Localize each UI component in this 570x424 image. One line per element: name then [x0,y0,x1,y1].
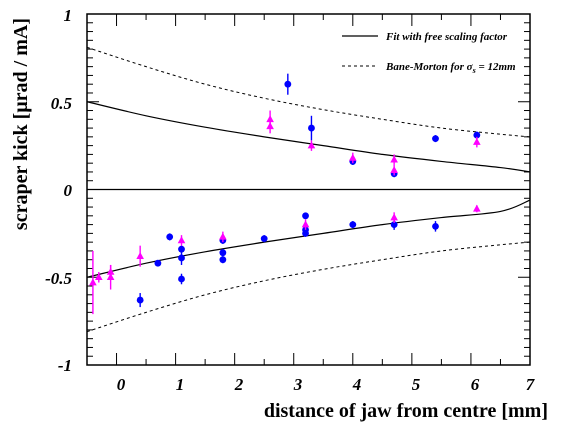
point-marker [136,296,144,304]
data-point-circle [302,229,309,237]
point-marker [473,204,481,212]
point-marker [473,137,481,145]
data-point-triangle [390,212,398,223]
point-marker [390,213,398,221]
x-tick-label-7: 7 [526,375,536,394]
legend-bane-label: Bane-Morton for σs = 12mm [385,61,516,75]
fit-curve-1 [86,199,531,278]
point-marker [349,153,357,161]
data-point-triangle [301,219,310,230]
x-tick-label-2: 2 [234,375,244,394]
point-marker [106,273,115,281]
point-marker [301,220,310,228]
point-marker [266,115,274,123]
data-point-circle [178,250,185,265]
x-axis-title: distance of jaw from centre [mm] [264,400,548,422]
point-marker [284,80,292,88]
point-marker [89,278,97,286]
point-marker [432,135,439,143]
data-point-triangle [390,154,398,165]
x-tick-label-5: 5 [412,375,421,394]
point-marker [307,141,316,149]
y-tick-label-0.5: 0.5 [51,94,73,113]
point-marker [390,155,398,163]
data-point-triangle [95,271,103,283]
fit-curve-0 [86,101,531,173]
data-point-circle [308,115,315,141]
point-marker [260,235,268,243]
point-marker [178,275,185,283]
data-point-circle [432,221,439,232]
data-point-circle [260,235,268,243]
x-tick-label-4: 4 [352,375,362,394]
point-marker [266,122,274,130]
point-marker [432,222,439,230]
bane-morton-curve-2 [86,46,531,138]
x-tick-label-0: 0 [117,375,126,394]
data-point-triangle [177,235,186,246]
point-marker [178,254,185,262]
point-marker [302,212,309,220]
x-tick-label-3: 3 [293,375,303,394]
point-marker [302,229,309,237]
point-marker [178,245,185,253]
point-marker [166,233,174,241]
point-marker [95,273,103,281]
point-marker [136,251,144,259]
point-marker [177,236,186,244]
data-point-triangle [473,204,481,213]
data-point-circle [219,256,227,264]
data-point-triangle [307,140,316,151]
legend: Fit with free scaling factor Bane-Morton… [342,31,516,75]
y-tick-label-1: 1 [64,6,73,25]
point-marker [308,124,315,132]
data-point-circle [136,293,144,308]
legend-bane-sub: s [472,66,476,75]
point-marker [390,165,398,173]
data-point-circle [219,249,227,257]
axis-ticks [87,13,531,366]
data-point-circle [349,221,357,229]
data-point-circle [284,73,292,95]
data-point-circle [432,135,439,143]
point-marker [390,221,398,229]
data-point-circle [178,273,185,285]
point-marker [219,256,227,264]
y-axis-title: scraper kick [μrad / mA] [10,18,32,230]
legend-bane-prefix: Bane-Morton for σ [385,61,474,73]
x-tick-label-1: 1 [176,375,185,394]
data-point-triangle [106,264,115,290]
point-marker [154,259,162,267]
data-point-circle [166,233,174,241]
legend-fit-label: Fit with free scaling factor [385,31,508,43]
y-tick-label-neg0.5: -0.5 [45,269,72,288]
bane-morton-curve-3 [86,241,531,333]
legend-bane-suffix: = 12mm [476,61,516,73]
data-point-circle [302,212,309,220]
data-point-triangle [266,119,274,134]
data-point-triangle [349,152,357,164]
data-point-triangle [390,164,398,176]
point-marker [473,131,481,139]
fit-curves [86,46,531,333]
point-marker [349,221,357,229]
data-point-circle [154,259,162,267]
data-point-triangle [136,245,144,267]
y-tick-label-0: 0 [64,181,73,200]
data-point-triangle [89,250,97,315]
point-marker [219,249,227,257]
data-point-triangle [473,136,481,148]
data-point-triangle [219,231,227,243]
point-marker [219,232,227,240]
y-tick-label-neg1: -1 [58,356,72,375]
x-tick-label-6: 6 [471,375,480,394]
data-points [89,73,481,315]
